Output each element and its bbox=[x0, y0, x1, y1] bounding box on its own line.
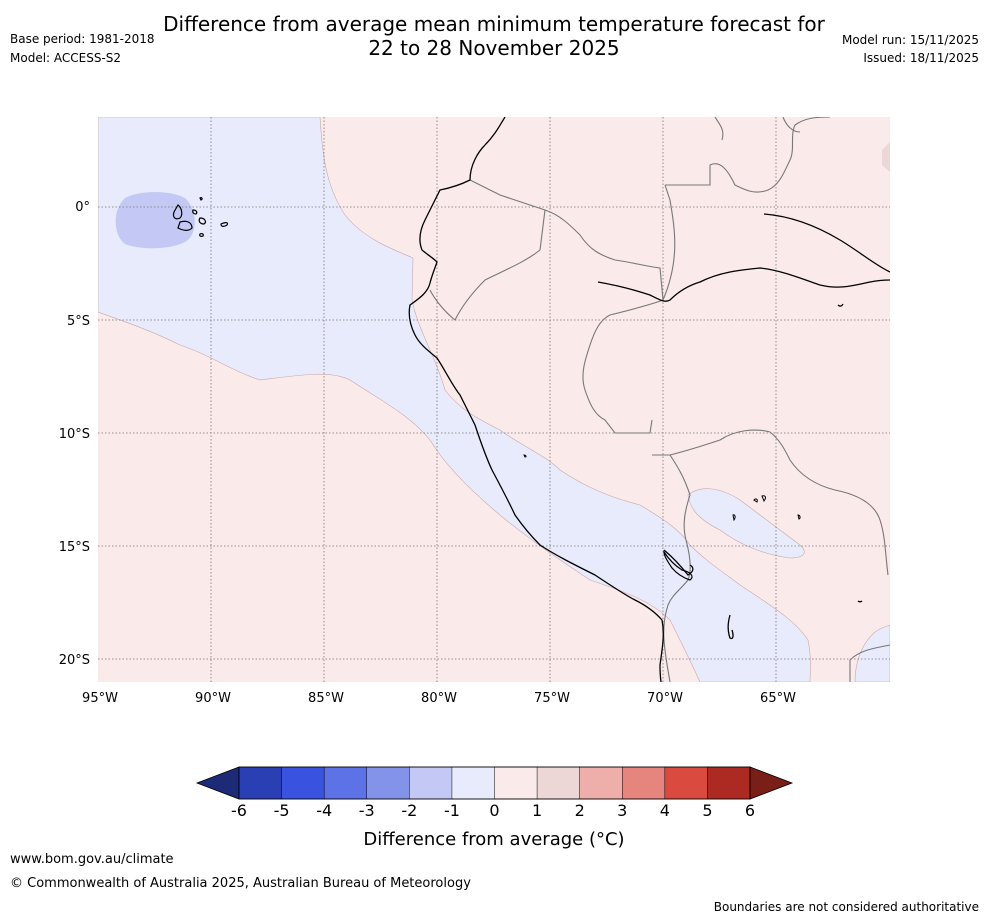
footer-url: www.bom.gov.au/climate bbox=[10, 852, 174, 867]
lat-label-10s: 10°S bbox=[59, 427, 90, 442]
country-borders bbox=[429, 117, 890, 682]
colorbar-arrow-high bbox=[749, 766, 794, 800]
colorbar-tick-label: 3 bbox=[617, 801, 627, 820]
coastlines bbox=[408, 117, 890, 682]
colorbar-title: Difference from average (°C) bbox=[363, 829, 624, 850]
latitude-labels: 0° 5°S 10°S 15°S 20°S bbox=[59, 200, 90, 668]
galapagos-islands bbox=[172, 197, 229, 237]
lon-label-80w: 80°W bbox=[421, 691, 457, 706]
issued-date: Issued: 18/11/2025 bbox=[863, 51, 979, 65]
colorbar-tick-label: 6 bbox=[745, 801, 755, 820]
anomaly-minus1-to-0-region bbox=[98, 117, 811, 682]
colorbar-cell bbox=[622, 766, 666, 800]
colorbar-cell bbox=[664, 766, 709, 800]
colorbar-tick-label: -1 bbox=[444, 801, 460, 820]
colorbar-cell bbox=[281, 766, 325, 800]
lake-titicaca bbox=[663, 550, 693, 581]
lon-label-90w: 90°W bbox=[195, 691, 231, 706]
title-line-2: 22 to 28 November 2025 bbox=[368, 36, 620, 60]
anomaly-1-to-2-patch bbox=[882, 142, 890, 172]
colorbar-cell bbox=[451, 766, 496, 800]
colorbar-tick-label: 2 bbox=[575, 801, 585, 820]
colorbar-frame bbox=[238, 766, 751, 800]
colorbar-tick-label: 0 bbox=[489, 801, 499, 820]
colorbar-tick-label: -6 bbox=[231, 801, 247, 820]
map-title: Difference from average mean minimum tem… bbox=[0, 12, 988, 60]
lon-label-70w: 70°W bbox=[647, 691, 683, 706]
model-name: Model: ACCESS-S2 bbox=[10, 51, 122, 65]
lat-label-20s: 20°S bbox=[59, 653, 90, 668]
lat-label-5s: 5°S bbox=[67, 314, 90, 329]
colorbar-tick-label: -2 bbox=[401, 801, 417, 820]
colorbar-cell bbox=[238, 766, 283, 800]
footer-copyright: © Commonwealth of Australia 2025, Austra… bbox=[10, 876, 471, 891]
model-run: Model run: 15/11/2025 bbox=[841, 33, 979, 47]
longitude-labels: 95°W 90°W 85°W 80°W 75°W 70°W 65°W bbox=[82, 691, 796, 706]
colorbar-tick-label: 1 bbox=[532, 801, 542, 820]
colorbar-tick-label: -4 bbox=[316, 801, 332, 820]
colorbar-cell bbox=[323, 766, 368, 800]
anomaly-minus1-to-0-southeast bbox=[854, 624, 890, 682]
footer-disclaimer: Boundaries are not considered authoritat… bbox=[713, 900, 979, 914]
colorbar-cell bbox=[579, 766, 623, 800]
graticule bbox=[98, 117, 890, 682]
colorbar-tick-label: 5 bbox=[702, 801, 712, 820]
colorbar-cell bbox=[707, 766, 751, 800]
anomaly-minus1-to-0-inland bbox=[687, 488, 805, 559]
title-line-1: Difference from average mean minimum tem… bbox=[163, 12, 825, 36]
lon-label-95w: 95°W bbox=[82, 691, 118, 706]
anomaly-minus2-to-minus1-region bbox=[115, 192, 195, 249]
colorbar-cell bbox=[494, 766, 538, 800]
lon-label-75w: 75°W bbox=[534, 691, 570, 706]
small-lakes bbox=[523, 454, 801, 522]
lon-label-65w: 65°W bbox=[760, 691, 796, 706]
colorbar-cell bbox=[409, 766, 453, 800]
lat-label-0: 0° bbox=[75, 200, 90, 215]
base-period: Base period: 1981-2018 bbox=[10, 32, 155, 46]
lon-label-85w: 85°W bbox=[308, 691, 344, 706]
map-area bbox=[98, 117, 890, 682]
colorbar-tick-label: 4 bbox=[660, 801, 670, 820]
colorbar: -6 -5 -4 -3 -2 -1 0 1 2 3 4 5 6 Difference from aver… bbox=[195, 766, 794, 850]
colorbar-tick-label: -5 bbox=[274, 801, 290, 820]
colorbar-tick-label: -3 bbox=[359, 801, 375, 820]
colorbar-arrow-low bbox=[195, 766, 240, 800]
lat-label-15s: 15°S bbox=[59, 540, 90, 555]
colorbar-cell bbox=[536, 766, 581, 800]
colorbar-cell bbox=[366, 766, 411, 800]
